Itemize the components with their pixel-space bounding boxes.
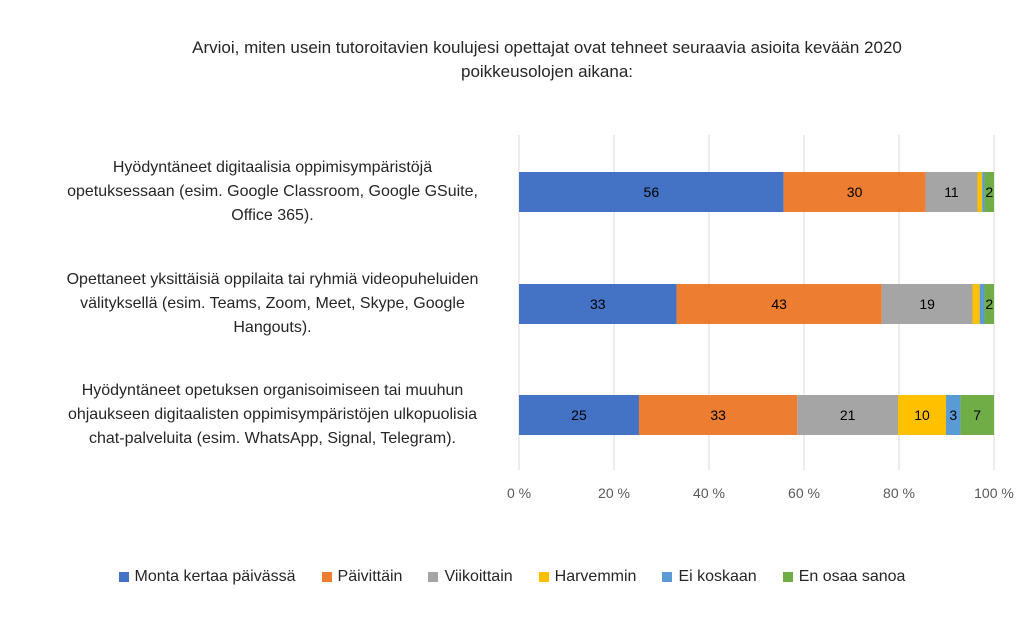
data-label: 33 (590, 296, 606, 312)
bar-segment (977, 172, 983, 212)
bar-segment (984, 284, 994, 324)
category-label-line: Hyödyntäneet opetuksen organisoimiseen t… (81, 382, 464, 399)
bar-segment (519, 172, 784, 212)
data-label: 19 (919, 296, 935, 312)
legend-item: Ei koskaan (662, 568, 757, 586)
data-label: 2 (985, 184, 993, 200)
bar-segment (960, 395, 994, 435)
x-tick-label: 60 % (788, 485, 820, 501)
data-label: 2 (985, 296, 993, 312)
legend-item: Päivittäin (321, 568, 403, 586)
category-label-line: Hangouts). (233, 319, 312, 336)
bar-segment (982, 172, 985, 212)
title-line-1: Arvioi, miten usein tutoroitavien kouluj… (192, 38, 902, 57)
bar-segment (984, 172, 994, 212)
data-label: 7 (973, 407, 981, 423)
bar-segment (676, 284, 882, 324)
legend-swatch (428, 572, 439, 582)
legend-label: En osaa sanoa (798, 568, 906, 585)
category-label: Opettaneet yksittäisiä oppilaita tai ryh… (20, 268, 525, 340)
x-tick-label: 100 % (974, 485, 1014, 501)
data-label: 43 (771, 296, 787, 312)
bar-segment (898, 395, 947, 435)
legend-swatch (118, 572, 129, 582)
data-label: 21 (840, 407, 856, 423)
legend-swatch (662, 572, 673, 582)
legend-item: Viikoittain (428, 568, 513, 586)
data-label: 25 (571, 407, 587, 423)
legend-item: En osaa sanoa (782, 568, 906, 586)
x-tick-label: 80 % (883, 485, 915, 501)
x-tick-label: 0 % (507, 485, 531, 501)
category-label: Hyödyntäneet digitaalisia oppimisympäris… (20, 156, 525, 228)
legend-label: Ei koskaan (678, 568, 757, 585)
category-label-line: Opettaneet yksittäisiä oppilaita tai ryh… (66, 271, 479, 288)
x-tick-label: 20 % (598, 485, 630, 501)
bar-segment (979, 284, 985, 324)
bar-segment (797, 395, 899, 435)
data-label: 11 (944, 184, 959, 200)
legend-label: Harvemmin (554, 568, 637, 585)
bar-segment (881, 284, 973, 324)
title-line-2: poikkeusolojen aikana: (460, 62, 633, 81)
legend-swatch (782, 572, 793, 582)
data-label: 10 (914, 407, 930, 423)
bar-segment (783, 172, 926, 212)
legend: Monta kertaa päivässä Päivittäin Viikoitta… (0, 568, 1024, 586)
chart-title: Arvioi, miten usein tutoroitavien kouluj… (120, 36, 974, 84)
legend-item: Monta kertaa päivässä (118, 568, 296, 586)
data-label: 3 (949, 407, 957, 423)
category-label-line: Hyödyntäneet digitaalisia oppimisympäris… (112, 159, 433, 176)
legend-item: Harvemmin (538, 568, 637, 586)
category-label-line: Office 365). (231, 207, 314, 224)
legend-label: Viikoittain (444, 568, 513, 585)
data-label: 56 (644, 184, 660, 200)
category-label-line: välityksellä (esim. Teams, Zoom, Meet, S… (80, 295, 465, 312)
legend-label: Päivittäin (337, 568, 403, 585)
data-label: 30 (847, 184, 863, 200)
category-label-line: ohjaukseen digitaalisten oppimisympärist… (67, 406, 478, 423)
legend-label: Monta kertaa päivässä (134, 568, 296, 585)
x-tick-label: 40 % (693, 485, 725, 501)
legend-swatch (321, 572, 332, 582)
bar-segment (925, 172, 978, 212)
bar-segment (638, 395, 798, 435)
category-label-line: opetuksessaan (esim. Google Classroom, G… (67, 183, 478, 200)
category-label: Hyödyntäneet opetuksen organisoimiseen t… (20, 379, 525, 451)
bar-segment (946, 395, 961, 435)
legend-swatch (538, 572, 549, 582)
data-label: 33 (710, 407, 726, 423)
bar-segment (519, 284, 677, 324)
category-label-line: chat-palveluita (esim. WhatsApp, Signal,… (89, 430, 456, 447)
bar-segment (972, 284, 980, 324)
bar-segment (519, 395, 639, 435)
